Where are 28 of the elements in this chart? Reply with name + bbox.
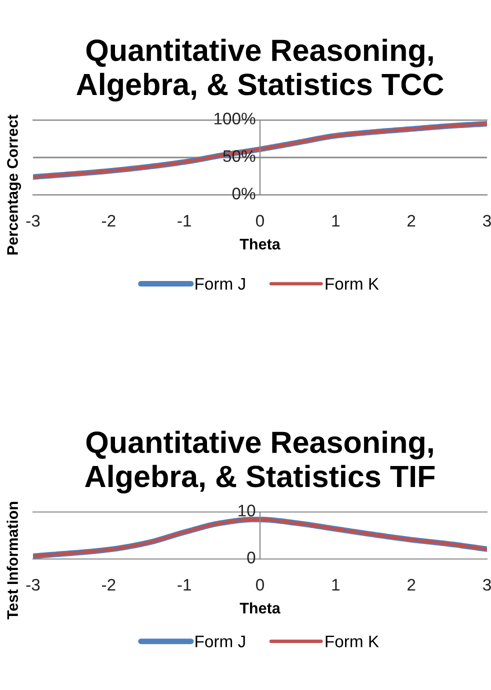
y-tick-label: 100% bbox=[214, 112, 256, 124]
chart-title: Quantitative Reasoning, Algebra, & Statistics TIF bbox=[85, 430, 435, 494]
legend-label: Form K bbox=[326, 278, 379, 290]
x-tick-label: -2 bbox=[102, 214, 116, 227]
x-tick-label: 0 bbox=[256, 214, 264, 227]
legend-label: Form K bbox=[326, 636, 379, 648]
x-tick-label: -3 bbox=[26, 214, 40, 227]
x-tick-label: 2 bbox=[408, 214, 416, 227]
x-tick-label: -1 bbox=[178, 215, 191, 227]
x-tick-label: 0 bbox=[256, 578, 264, 591]
chart-title: Quantitative Reasoning, Algebra, & Statistics TCC bbox=[76, 38, 444, 102]
y-axis-title: Percentage Correct bbox=[7, 114, 21, 254]
y-tick-label: 0% bbox=[232, 188, 256, 200]
x-tick-label: 2 bbox=[408, 578, 416, 591]
legend-label: Form J bbox=[196, 278, 245, 290]
x-axis-title: Theta bbox=[240, 238, 280, 250]
x-tick-label: 1 bbox=[332, 579, 340, 591]
x-tick-label: 3 bbox=[483, 578, 491, 591]
x-tick-label: -2 bbox=[102, 578, 116, 591]
y-tick-label: 0 bbox=[247, 552, 256, 564]
x-tick-label: -1 bbox=[178, 579, 191, 591]
x-axis-title: Theta bbox=[240, 602, 280, 614]
x-tick-label: 3 bbox=[483, 214, 491, 227]
x-tick-label: -3 bbox=[26, 578, 40, 591]
y-axis-title: Test Information bbox=[6, 502, 18, 620]
y-tick-label: 10 bbox=[238, 504, 256, 516]
legend-label: Form J bbox=[196, 636, 245, 648]
x-tick-label: 1 bbox=[332, 215, 340, 227]
